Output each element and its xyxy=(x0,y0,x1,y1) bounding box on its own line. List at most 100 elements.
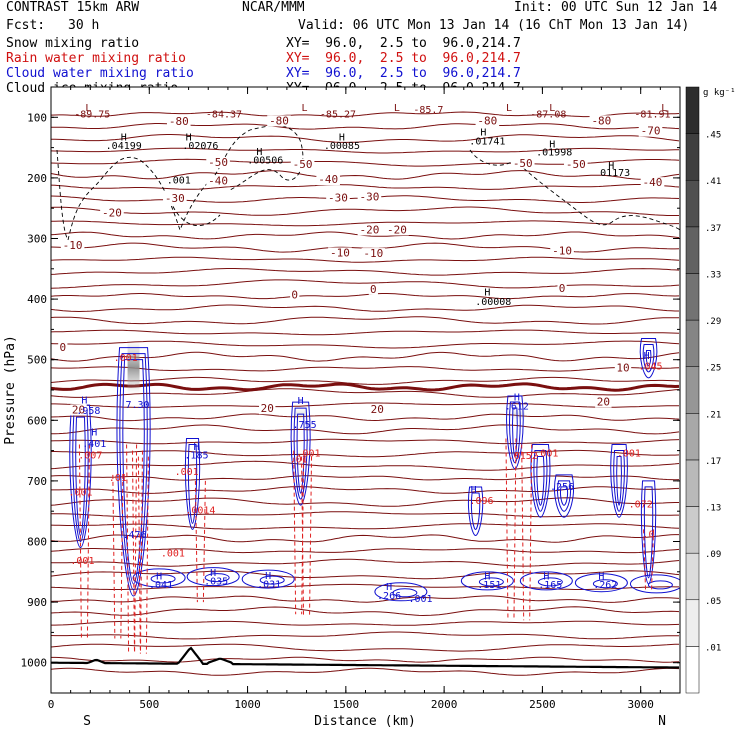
extremum-label: .165 xyxy=(538,580,562,591)
extremum-label: H xyxy=(210,568,216,579)
cloud-water-contour xyxy=(519,571,573,591)
temperature-isotherm xyxy=(51,184,680,190)
extremum-label: -85.7 xyxy=(413,105,443,116)
extremum-label: .401 xyxy=(82,439,106,450)
colorbar-label: .33 xyxy=(705,270,721,280)
y-tick-label: 900 xyxy=(27,596,47,609)
x-tick-label: 1500 xyxy=(333,698,360,711)
legend-snow-xy: XY= 96.0, 2.5 to 96.0,214.7 xyxy=(286,36,521,51)
cloud-water-contour xyxy=(512,407,518,458)
extremum-label: .035 xyxy=(204,577,228,588)
temperature-isotherm xyxy=(51,170,680,180)
colorbar-segment xyxy=(685,86,700,134)
contour-label-bg xyxy=(475,115,500,127)
temperature-isotherm xyxy=(51,220,679,227)
contour-label-bg xyxy=(100,207,124,219)
contour-label-bg xyxy=(589,115,614,127)
terrain-line xyxy=(51,646,679,669)
extremum-label: .001 xyxy=(114,353,138,364)
temperature-label: 0 xyxy=(370,283,377,296)
temperature-label: -10 xyxy=(363,247,383,260)
extremum-label: .045 xyxy=(638,361,662,372)
y-axis-label: Pressure (hPa) xyxy=(3,335,18,445)
extremum-label: H xyxy=(256,147,262,158)
colorbar-label: .13 xyxy=(705,504,721,514)
cloud-water-contour xyxy=(610,444,628,518)
temperature-label: -20 xyxy=(387,223,407,236)
ice-column xyxy=(512,408,525,421)
temperature-isotherm xyxy=(51,558,680,567)
temperature-isotherm xyxy=(51,329,680,336)
cloud-water-contour xyxy=(533,450,548,512)
temperature-isotherm xyxy=(51,583,679,590)
colorbar-segment xyxy=(685,599,700,647)
extremum-label: H xyxy=(298,396,304,407)
contour-label-bg xyxy=(595,396,612,408)
temperature-isotherm xyxy=(51,595,680,603)
temperature-isotherm xyxy=(51,486,680,494)
extremum-label: .262 xyxy=(593,580,617,591)
y-tick-label: 1000 xyxy=(21,657,48,670)
colorbar-label: .21 xyxy=(705,410,721,420)
legend-snow-label: Snow mixing ratio xyxy=(6,36,140,51)
snow-contours xyxy=(56,125,680,242)
extremum-label: .476 xyxy=(122,530,146,541)
temperature-isotherm xyxy=(51,316,680,325)
extremum-label: .001 xyxy=(68,487,92,498)
contour-label-bg xyxy=(206,175,230,187)
colorbar-label: .05 xyxy=(705,597,721,607)
legend-rain-label: Rain water mixing ratio xyxy=(6,51,187,66)
temperature-label: -10 xyxy=(552,245,572,258)
temperature-isotherm xyxy=(51,376,680,385)
rain-contour xyxy=(505,438,517,621)
extremum-label: H xyxy=(471,485,477,496)
extremum-label: .01 xyxy=(109,473,127,484)
colorbar-segment xyxy=(685,506,700,554)
temperature-isotherm xyxy=(51,534,679,543)
temperature-label: 20 xyxy=(72,403,85,416)
temperature-isotherm xyxy=(51,570,680,580)
cloud-water-contour xyxy=(616,456,622,506)
extremum-label: .185 xyxy=(184,450,208,461)
colorbar-segment xyxy=(685,552,700,601)
contour-label-bg xyxy=(58,342,68,354)
cloud-water-contour xyxy=(592,579,618,589)
temperature-label: 20 xyxy=(261,402,274,415)
contour-label-bg xyxy=(510,157,535,169)
temperature-isotherm xyxy=(51,548,680,554)
extremum-label: .001 xyxy=(296,449,320,460)
extremum-label: -81.91 xyxy=(634,109,670,120)
y-tick-label: 300 xyxy=(27,233,47,246)
temperature-isotherm xyxy=(51,147,680,154)
contour-label-bg xyxy=(614,362,632,374)
temperature-label: 10 xyxy=(616,362,629,375)
contour-label-bg xyxy=(640,177,665,189)
extremum-label: H xyxy=(91,427,97,438)
extremum-label: -85.27 xyxy=(320,109,356,120)
temperature-isotherm xyxy=(51,413,680,422)
temperature-label: -50 xyxy=(513,157,533,170)
temperature-label: -80 xyxy=(169,115,189,128)
extremum-label: .256 xyxy=(550,482,574,493)
cloud-water-contour xyxy=(554,474,574,518)
cloud-water-contour xyxy=(557,480,572,512)
rain-contour xyxy=(194,480,206,603)
org-label: NCAR/MMM xyxy=(242,0,305,15)
extremum-label: .01998 xyxy=(536,147,572,158)
extremum-label: -89.75 xyxy=(74,109,110,120)
temperature-isotherm xyxy=(51,134,680,143)
y-tick-label: 700 xyxy=(27,475,47,488)
cloud-water-contour xyxy=(293,407,308,500)
extremum-label: H xyxy=(193,442,199,453)
extremum-label: .00085 xyxy=(324,141,360,152)
extremum-label: .041 xyxy=(149,580,173,591)
init-time: Init: 00 UTC Sun 12 Jan 14 xyxy=(514,0,718,15)
extremum-label: H xyxy=(608,161,614,172)
extremum-label: H xyxy=(480,127,486,138)
cloud-water-contour xyxy=(642,343,655,373)
cloud-water-contour xyxy=(204,573,230,583)
temperature-label: -10 xyxy=(63,239,83,252)
colorbar-unit: g kg⁻¹ xyxy=(703,88,736,98)
extremum-label: H xyxy=(484,572,490,583)
temperature-isotherm xyxy=(51,460,680,471)
